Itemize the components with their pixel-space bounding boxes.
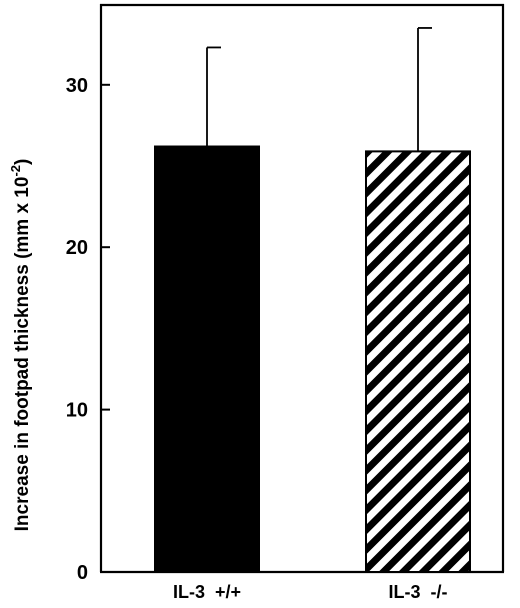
bar-0 (154, 145, 260, 573)
bar-1 (365, 150, 471, 573)
y-axis-title: Increase in footpad thickness (mm x 10-2… (8, 159, 33, 532)
x-tick-label: IL-3 -/- (389, 582, 448, 602)
x-axis-tick-labels: IL-3 +/+ IL-3 -/- (173, 582, 448, 602)
y-axis-title-close: ) (12, 159, 33, 165)
x-tick-label: IL-3 +/+ (173, 582, 241, 602)
y-axis-title-main: Increase in footpad thickness (mm x 10 (12, 177, 33, 532)
y-tick-label: 10 (66, 400, 88, 422)
bars (154, 145, 471, 573)
y-tick-label: 20 (66, 237, 88, 259)
y-axis-title-exponent: -2 (8, 165, 23, 177)
y-tick-label: 0 (77, 562, 88, 584)
y-tick-label: 30 (66, 75, 88, 97)
y-axis-ticks: 0 10 20 30 (66, 75, 110, 584)
error-bars (206, 27, 432, 152)
